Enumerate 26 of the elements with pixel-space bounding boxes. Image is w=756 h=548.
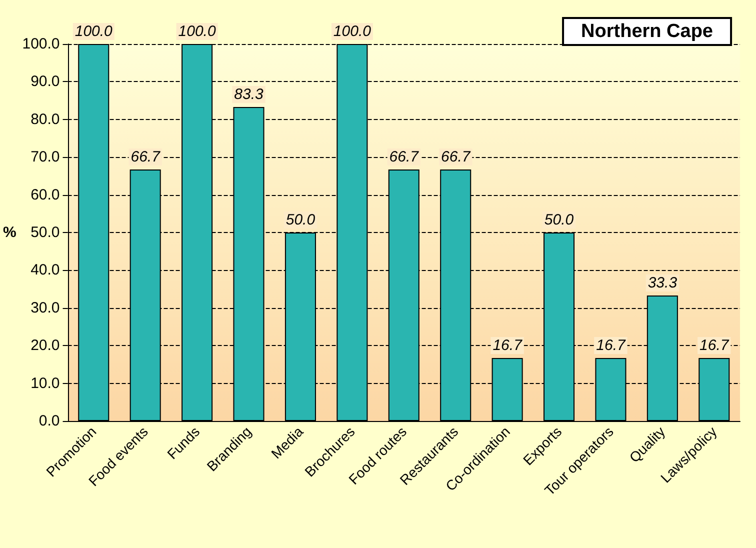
data-label: 50.0 — [544, 212, 574, 228]
y-tick-label: 0.0 — [38, 412, 60, 430]
y-tick-label: 10.0 — [30, 374, 60, 392]
data-label: 100.0 — [74, 23, 114, 40]
y-tick-label: 80.0 — [30, 110, 60, 128]
data-label: 16.7 — [492, 337, 523, 354]
chart-title: Northern Cape — [581, 21, 714, 42]
data-label: 66.7 — [440, 148, 471, 166]
data-label: 66.7 — [389, 148, 420, 166]
y-tick-label: 60.0 — [30, 186, 60, 204]
data-label: 16.7 — [596, 337, 626, 354]
y-tick-label: 30.0 — [30, 299, 60, 316]
data-label: 100.0 — [333, 23, 372, 40]
data-label: 16.7 — [700, 337, 730, 354]
data-label: 50.0 — [286, 212, 316, 228]
y-tick-label: 40.0 — [30, 262, 60, 279]
data-label: 66.7 — [130, 148, 161, 166]
y-axis-title: % — [2, 224, 16, 241]
y-tick-label: 50.0 — [30, 224, 60, 241]
data-label: 33.3 — [648, 274, 678, 292]
y-tick-label: 90.0 — [30, 73, 60, 90]
data-label: 83.3 — [234, 86, 264, 103]
y-tick-label: 100.0 — [22, 36, 60, 52]
y-tick-label: 20.0 — [30, 337, 60, 354]
data-label: 100.0 — [178, 23, 216, 40]
y-tick-label: 70.0 — [30, 148, 60, 166]
